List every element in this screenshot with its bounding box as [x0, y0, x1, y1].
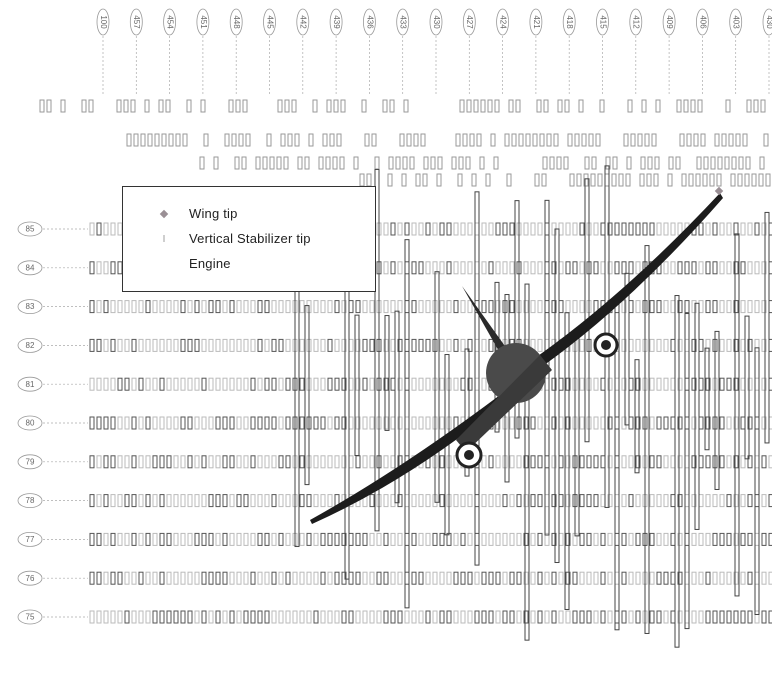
svg-text:403: 403: [732, 15, 741, 29]
right-wing: [525, 193, 723, 375]
seat-bar-grid: [39, 99, 772, 648]
svg-text:84: 84: [26, 263, 35, 272]
svg-text:409: 409: [665, 15, 674, 29]
legend-label: Vertical Stabilizer tip: [189, 231, 311, 246]
svg-text:451: 451: [199, 15, 208, 29]
row-label: 83: [17, 299, 88, 315]
svg-text:448: 448: [232, 15, 241, 29]
fuselage-body: [456, 355, 552, 452]
svg-text:412: 412: [632, 15, 641, 29]
row-label: 79: [17, 454, 88, 470]
row-label: 84: [17, 260, 88, 276]
column-label: 430: [429, 8, 443, 95]
svg-text:418: 418: [565, 15, 574, 29]
svg-text:77: 77: [26, 535, 35, 544]
column-label: 451: [196, 8, 210, 95]
svg-text:82: 82: [26, 341, 35, 350]
column-label: 427: [462, 8, 476, 95]
engine-marker-icon: [151, 262, 177, 266]
svg-text:100: 100: [99, 15, 108, 29]
row-label: 82: [17, 337, 88, 353]
column-label: 403: [729, 8, 743, 95]
svg-text:430: 430: [765, 15, 772, 29]
right-engine: [593, 332, 619, 358]
legend-label: Wing tip: [189, 206, 238, 221]
column-label: 430: [762, 8, 772, 95]
svg-text:76: 76: [26, 574, 35, 583]
column-label: 445: [263, 8, 276, 95]
svg-text:85: 85: [26, 225, 35, 234]
column-label: 418: [562, 8, 576, 95]
svg-text:430: 430: [432, 15, 441, 29]
column-label: 100: [96, 8, 110, 95]
svg-text:439: 439: [332, 15, 341, 29]
column-label: 406: [696, 8, 709, 95]
row-label: 80: [17, 415, 88, 431]
svg-text:424: 424: [498, 15, 507, 29]
svg-text:421: 421: [532, 15, 541, 29]
svg-text:406: 406: [698, 15, 707, 29]
svg-text:81: 81: [26, 380, 35, 389]
column-label: 433: [396, 8, 410, 95]
left-wing: [310, 395, 505, 524]
svg-text:445: 445: [265, 15, 274, 29]
row-label: 81: [17, 376, 88, 392]
column-label: 412: [629, 8, 643, 95]
tick-marker-icon: [151, 235, 177, 242]
svg-text:79: 79: [26, 457, 35, 466]
row-label: 78: [17, 493, 88, 509]
wing-tip-marker: [714, 186, 724, 196]
svg-text:427: 427: [465, 15, 474, 29]
row-label: 76: [17, 570, 88, 586]
svg-text:78: 78: [26, 496, 35, 505]
column-label: 421: [529, 8, 543, 95]
svg-text:454: 454: [165, 15, 174, 29]
legend-item-engine: Engine: [151, 251, 375, 276]
column-label: 442: [296, 8, 310, 95]
svg-text:457: 457: [132, 15, 141, 29]
legend-item-wing-tip: Wing tip: [151, 201, 375, 226]
svg-text:433: 433: [399, 15, 408, 29]
svg-text:436: 436: [365, 15, 374, 29]
column-label-row: 100 457 454 451 448 445 442 439 436 433 430 427 424 4…: [96, 8, 772, 95]
diamond-marker-icon: [151, 209, 177, 218]
svg-text:415: 415: [598, 15, 607, 29]
aircraft-silhouette: [310, 186, 724, 524]
row-label: 77: [17, 532, 88, 547]
column-label: 415: [596, 8, 609, 95]
legend: Wing tip Vertical Stabilizer tip Engine: [122, 186, 376, 292]
row-label-column: 85 84 83 82 81 80 79 78 77 76 75: [17, 221, 88, 625]
svg-text:442: 442: [299, 15, 308, 29]
column-label: 424: [496, 8, 510, 95]
vertical-stabilizer: [462, 286, 512, 362]
svg-text:75: 75: [26, 613, 35, 622]
legend-label: Engine: [189, 256, 231, 271]
legend-item-vertical-stabilizer-tip: Vertical Stabilizer tip: [151, 226, 375, 251]
svg-text:83: 83: [26, 302, 35, 311]
column-label: 457: [129, 8, 143, 95]
row-label: 85: [17, 221, 88, 237]
column-label: 448: [229, 8, 243, 95]
column-label: 436: [362, 8, 376, 95]
row-label: 75: [17, 609, 88, 625]
column-label: 439: [329, 8, 343, 95]
svg-text:80: 80: [26, 419, 35, 428]
left-engine: [455, 441, 483, 469]
column-label: 409: [662, 8, 676, 95]
column-label: 454: [163, 8, 177, 95]
